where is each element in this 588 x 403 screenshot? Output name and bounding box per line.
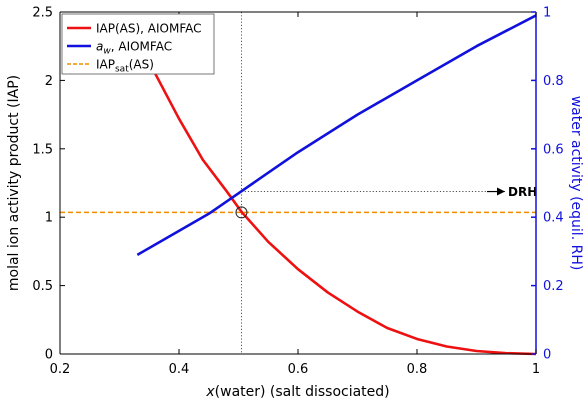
x-tick-label: 0.4 — [169, 362, 190, 377]
y-right-tick-label: 0.6 — [543, 142, 564, 157]
y-left-axis-label: molal ion activity product (IAP) — [6, 75, 22, 291]
axes-layer: 0.2 0.4 0.6 0.8 100.511.522.500.20.40.60.81x… — [6, 6, 584, 401]
y-right-tick-label: 0.4 — [543, 211, 564, 226]
y-right-tick-label: 0 — [543, 348, 551, 363]
legend-entry-rest: (AS) — [129, 58, 154, 72]
y-right-tick-label: 0.8 — [543, 74, 564, 89]
drh-label: DRH — [508, 185, 537, 199]
intersection-marker — [235, 206, 248, 219]
legend-entry-label: IAP(AS), AIOMFAC — [96, 22, 202, 36]
y-right-axis-label: water activity (equil. RH) — [568, 96, 584, 271]
x-axis-label-rest: (water) (salt dissociated) — [215, 384, 390, 400]
y-left-tick-label: 2 — [45, 74, 53, 89]
x-tick-label: 0.8 — [407, 362, 428, 377]
legend-entry-main: a — [96, 40, 103, 54]
x-tick-label: 1 — [532, 362, 540, 377]
x-tick-label: 0.2 — [50, 362, 71, 377]
x-axis-label-italic: x — [205, 384, 215, 400]
x-axis-label: x(water) (salt dissociated) — [205, 384, 389, 400]
y-right-tick-label: 1 — [543, 6, 551, 21]
y-left-tick-label: 0 — [45, 348, 53, 363]
iap-series-line — [136, 38, 537, 356]
legend-entry-label: IAPsat(AS) — [96, 58, 154, 75]
y-left-tick-label: 1.5 — [32, 142, 53, 157]
legend-entry-rest: , AIOMFAC — [111, 40, 172, 54]
y-left-tick-label: 0.5 — [32, 279, 53, 294]
aw-series-line — [136, 14, 537, 256]
series-layer — [136, 14, 537, 356]
y-right-tick-label: 0.2 — [543, 279, 564, 294]
legend-entry-label: aw, AIOMFAC — [96, 40, 172, 57]
drh-arrow-head — [497, 187, 505, 196]
legend-entry-main: IAP — [96, 58, 115, 72]
legend-entry-subscript: w — [103, 47, 111, 57]
x-tick-label: 0.6 — [288, 362, 309, 377]
legend-entry-subscript: sat — [115, 65, 129, 75]
reference-lines — [60, 12, 536, 354]
marker-layer: DRH — [235, 185, 537, 219]
y-left-tick-label: 2.5 — [32, 6, 53, 21]
legend-entry-main: IAP(AS), AIOMFAC — [96, 22, 202, 36]
y-left-tick-label: 1 — [45, 211, 53, 226]
